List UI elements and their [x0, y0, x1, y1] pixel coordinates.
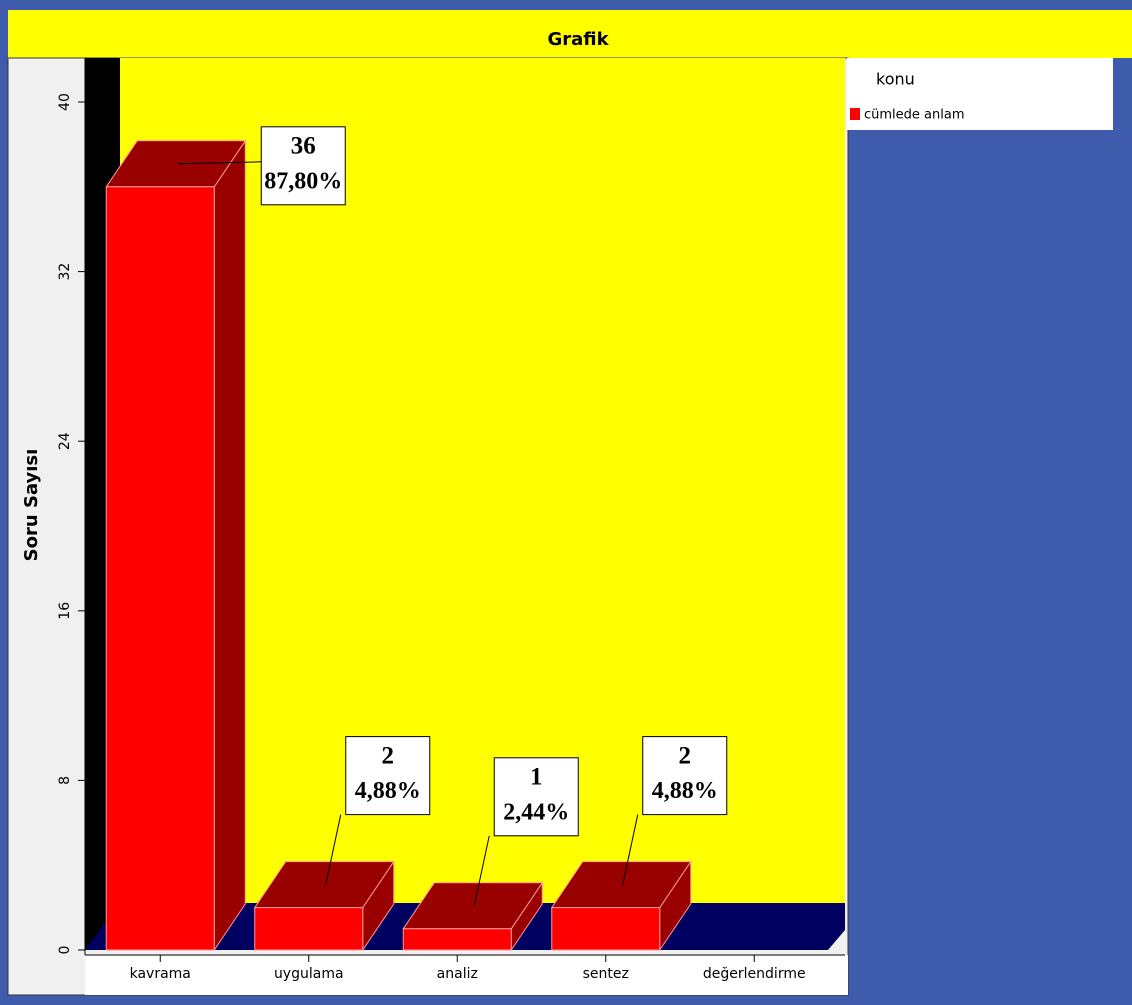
bar: [254, 907, 364, 951]
x-axis-area: [85, 955, 848, 995]
bar: [105, 186, 215, 951]
y-tick-label: 8: [57, 776, 73, 785]
value-label: 36: [291, 133, 316, 160]
value-label: 2: [679, 742, 692, 769]
legend-swatch: [850, 108, 860, 120]
leader-line: [325, 814, 342, 885]
x-tick-label: analiz: [437, 966, 478, 982]
legend-label: cümlede anlam: [864, 108, 965, 123]
value-label: 1: [530, 764, 543, 791]
value-label-box: [493, 757, 579, 837]
percentage-label: 2,44%: [503, 799, 569, 825]
value-label-box: [260, 126, 346, 206]
x-tick-label: sentez: [583, 966, 629, 982]
value-label: 2: [382, 742, 395, 769]
leader-line: [622, 814, 639, 885]
y-tick-label: 40: [57, 93, 73, 111]
x-tick-label: değerlendirme: [703, 966, 806, 982]
value-label-box: [642, 736, 728, 816]
leader-line: [473, 835, 490, 906]
percentage-label: 87,80%: [264, 168, 342, 194]
legend-title: konu: [876, 70, 915, 89]
title-bar: [8, 10, 1132, 58]
leader-line: [178, 161, 262, 165]
y-tick-label: 24: [57, 432, 73, 450]
chart-title: Grafik: [547, 29, 609, 50]
y-tick-label: 16: [57, 602, 73, 620]
percentage-label: 4,88%: [652, 778, 718, 804]
y-tick-label: 0: [57, 946, 73, 955]
x-tick-label: uygulama: [274, 966, 344, 982]
y-tick-label: 32: [57, 263, 73, 281]
value-label-box: [345, 736, 431, 816]
bar: [551, 907, 661, 951]
percentage-label: 4,88%: [355, 778, 421, 804]
bar-side: [213, 139, 246, 952]
legend: [847, 58, 1113, 130]
bar: [402, 928, 512, 951]
x-tick-label: kavrama: [130, 966, 191, 982]
y-axis-title: Soru Sayısı: [21, 449, 42, 562]
